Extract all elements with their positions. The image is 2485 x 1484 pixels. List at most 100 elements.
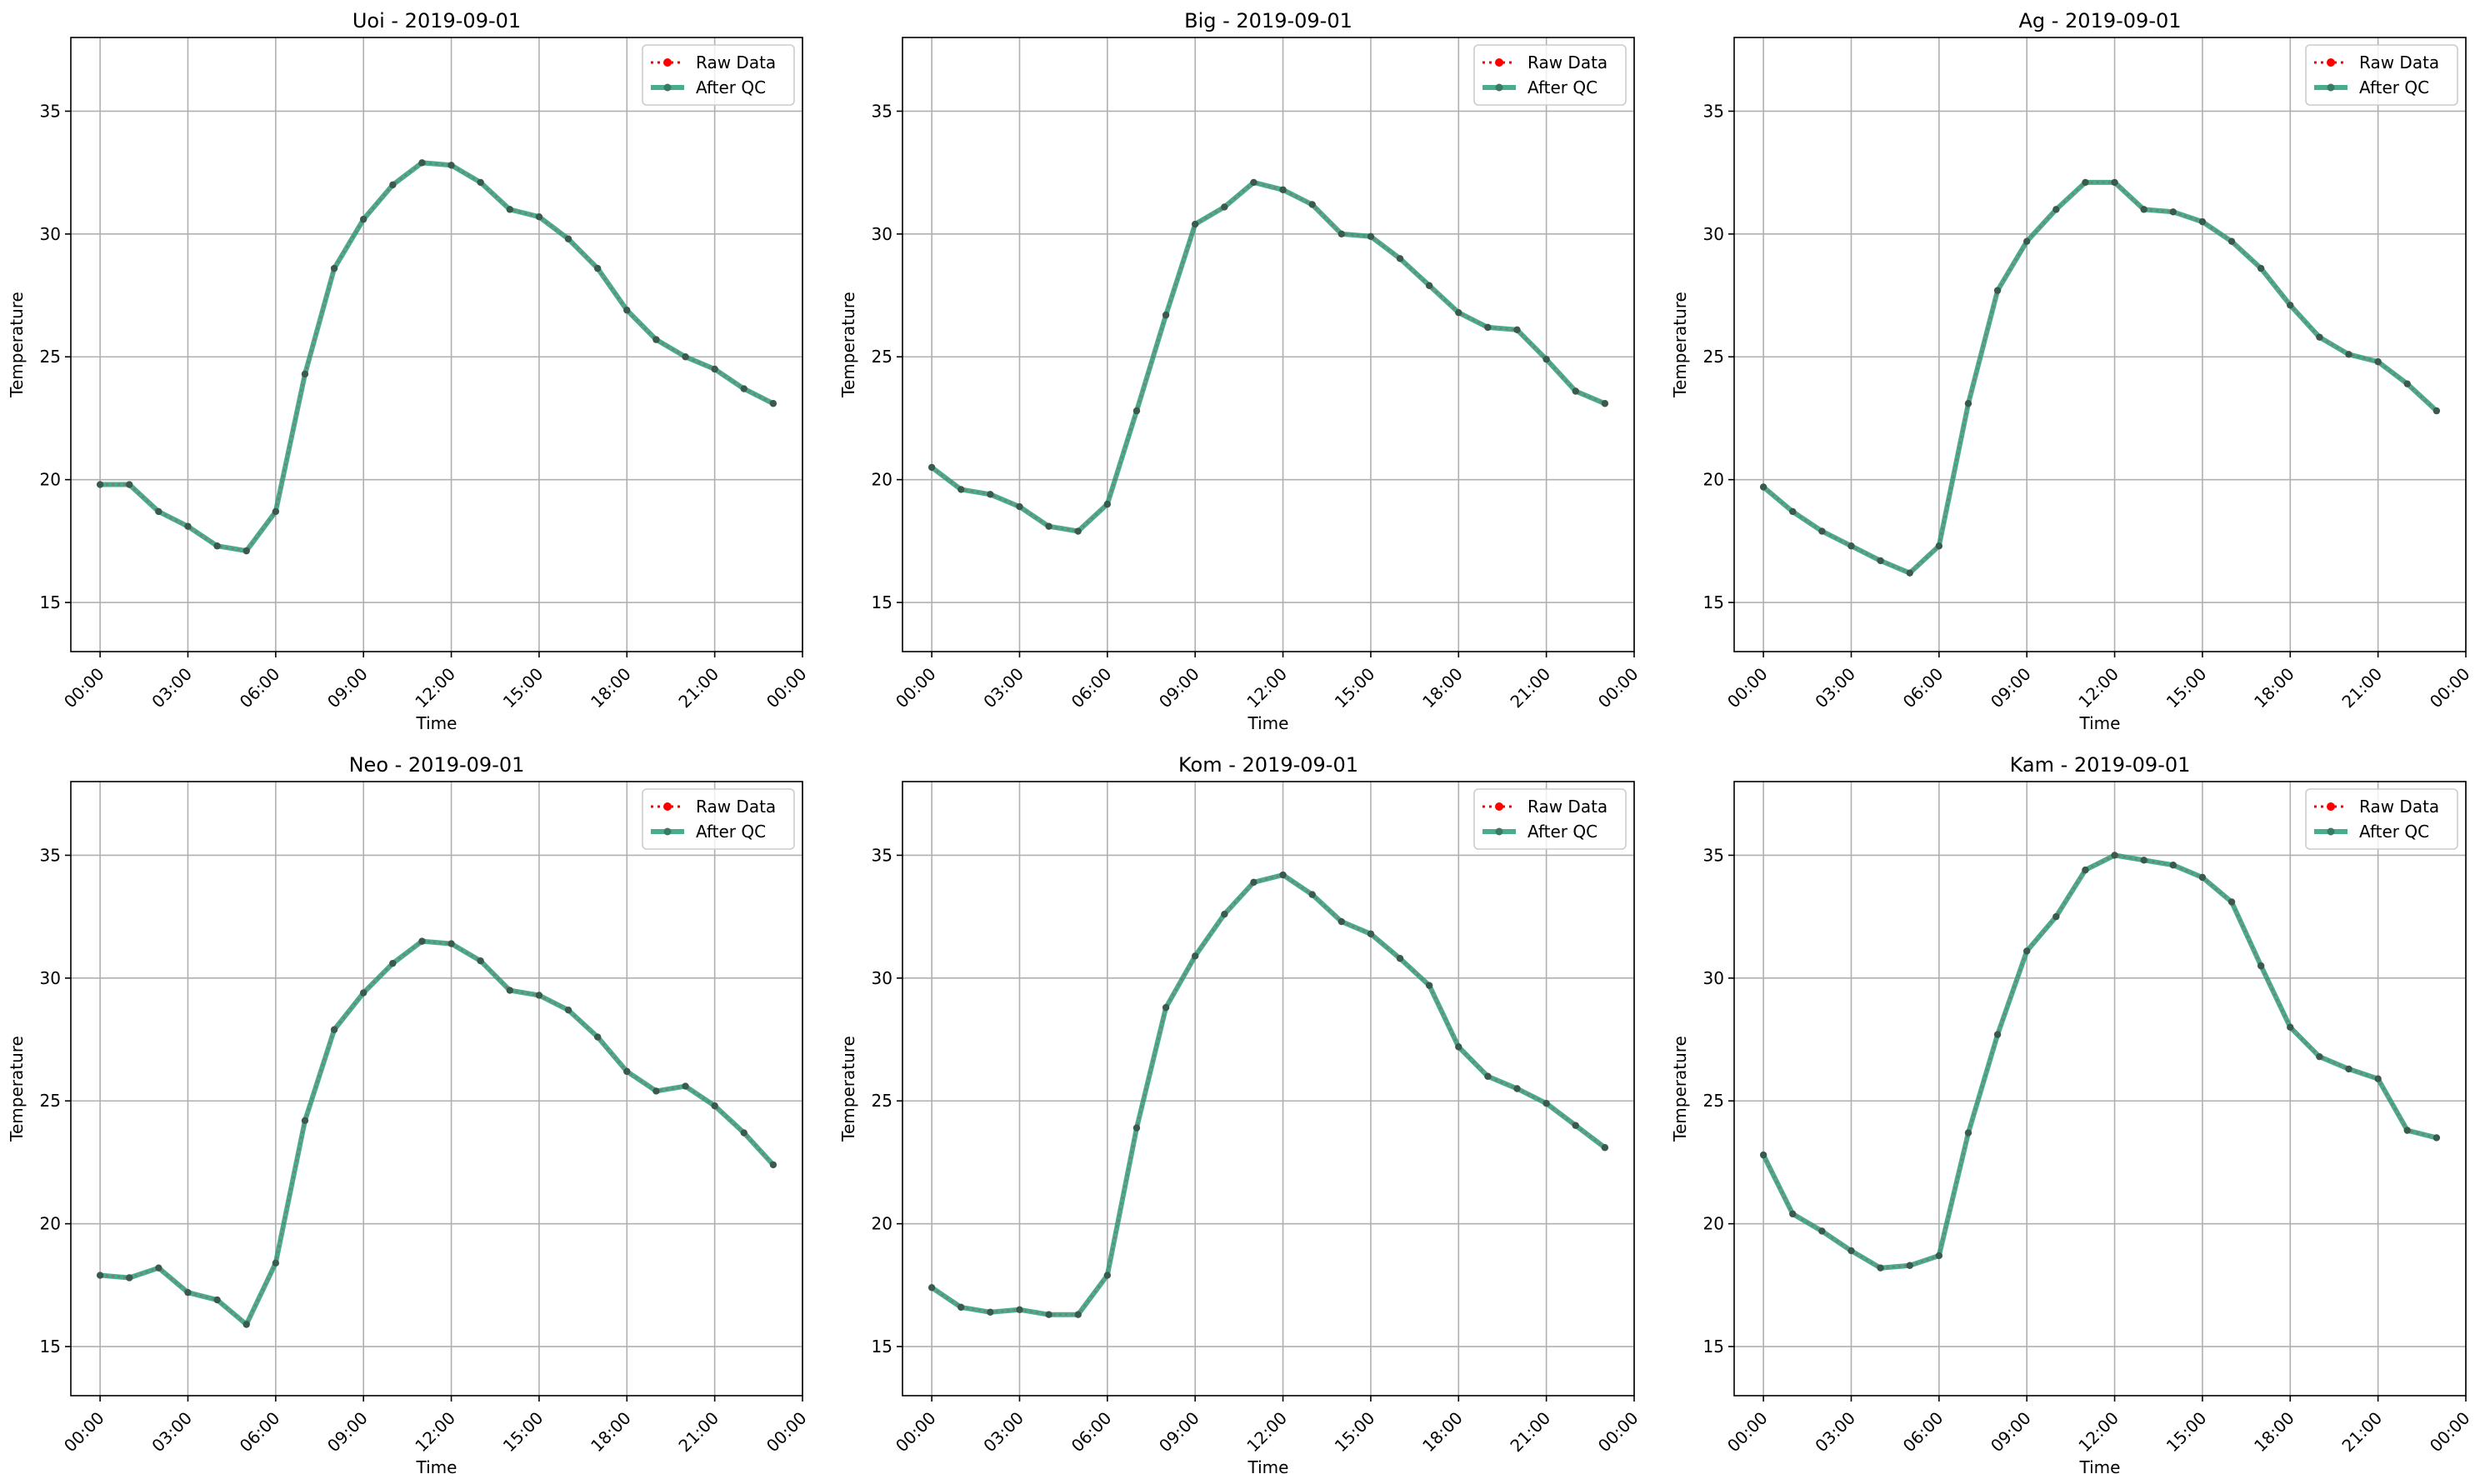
series-point-raw-data <box>2287 302 2294 309</box>
y-tick-label: 20 <box>872 1214 892 1234</box>
series-point-raw-data <box>155 507 162 516</box>
series-point-raw-data <box>711 365 718 373</box>
legend-marker-raw-data <box>2327 802 2335 811</box>
series-point-raw-data <box>1279 186 1287 193</box>
series-line-raw-data <box>1762 854 2438 1269</box>
series-point-raw-data <box>1045 522 1052 530</box>
series-point-raw-data <box>1848 542 1855 550</box>
series-point-raw-data <box>477 957 484 965</box>
y-tick-label: 15 <box>40 1337 61 1357</box>
legend: Raw Data After QC <box>1473 44 1627 106</box>
panel-title: Kom - 2019-09-01 <box>1178 753 1358 777</box>
x-tick-label: 15:00 <box>2162 664 2211 712</box>
series-point-raw-data <box>2432 407 2441 415</box>
y-axis-label: Temperature <box>1670 1036 1690 1142</box>
panel-title: Big - 2019-09-01 <box>1184 9 1352 32</box>
series-point-raw-data <box>1338 917 1346 926</box>
panel-title: Neo - 2019-09-01 <box>349 753 525 777</box>
series-point-raw-data <box>1935 542 1943 550</box>
series-point-raw-data <box>928 463 936 472</box>
series-point-raw-data <box>96 481 104 488</box>
series-point-raw-data <box>1601 400 1609 407</box>
series-point-raw-data <box>360 215 368 223</box>
series-point-raw-data <box>535 213 543 221</box>
series-point-raw-data <box>2228 237 2236 245</box>
axes-frame <box>70 781 803 1397</box>
series-point-raw-data <box>1045 1311 1052 1318</box>
x-axis-label: Time <box>1248 713 1289 733</box>
x-tick-label: 12:00 <box>411 1408 459 1457</box>
series-point-raw-data <box>1484 1072 1492 1080</box>
x-tick-label: 15:00 <box>499 664 548 712</box>
series-point-raw-data <box>652 336 660 343</box>
series-point-raw-data <box>740 1129 748 1137</box>
series-point-raw-data <box>448 940 455 947</box>
grid <box>1734 37 2467 652</box>
series-line-raw-data <box>1762 181 2438 575</box>
series-point-raw-data <box>1367 930 1375 937</box>
x-tick-label: 06:00 <box>1899 664 1948 712</box>
legend: Raw Data After QC <box>1473 788 1627 850</box>
y-tick-label: 30 <box>1703 224 1724 244</box>
y-tick-label: 30 <box>872 224 892 244</box>
series-point-raw-data <box>1877 557 1884 565</box>
legend-marker-after-qc <box>663 83 672 92</box>
y-axis-label: Temperature <box>7 1036 27 1142</box>
y-tick-label: 35 <box>1703 845 1724 865</box>
x-axis-label: Time <box>2079 713 2121 733</box>
legend-label-after-qc: After QC <box>696 822 766 842</box>
series-point-raw-data <box>1250 178 1258 187</box>
x-tick-label: 03:00 <box>148 664 196 712</box>
series-point-raw-data <box>2198 873 2207 882</box>
series-point-raw-data <box>1132 1124 1141 1132</box>
series-point-raw-data <box>2403 380 2411 387</box>
series-point-raw-data <box>1484 323 1492 332</box>
series-point-raw-data <box>958 1303 965 1312</box>
series-point-raw-data <box>448 162 455 169</box>
x-tick-label: 18:00 <box>587 664 635 712</box>
x-tick-label: 21:00 <box>2338 1408 2386 1457</box>
series-point-raw-data <box>360 989 368 997</box>
y-tick-label: 20 <box>40 1214 61 1234</box>
series-point-raw-data <box>1572 387 1579 395</box>
x-tick-label: 00:00 <box>892 664 940 712</box>
series-point-raw-data <box>593 264 602 272</box>
legend-label-after-qc: After QC <box>2359 822 2429 842</box>
legend-label-after-qc: After QC <box>1528 822 1598 842</box>
axes-frame <box>902 781 1635 1397</box>
x-tick-label: 21:00 <box>1506 1408 1554 1457</box>
legend-label-after-qc: After QC <box>2359 77 2429 97</box>
x-tick-label: 12:00 <box>411 664 459 712</box>
y-tick-label: 15 <box>1703 1337 1724 1357</box>
series-point-raw-data <box>2403 1127 2411 1134</box>
y-tick-label: 25 <box>872 347 892 367</box>
series-point-raw-data <box>272 1259 280 1267</box>
series-point-raw-data <box>1338 230 1346 238</box>
series-point-raw-data <box>96 1272 104 1279</box>
x-tick-label: 12:00 <box>2074 664 2122 712</box>
series-point-raw-data <box>1162 1004 1170 1012</box>
y-tick-label: 20 <box>40 470 61 490</box>
legend: Raw Data After QC <box>642 788 795 850</box>
x-tick-label: 03:00 <box>1811 1408 1859 1457</box>
series-point-raw-data <box>301 1117 309 1125</box>
x-tick-label: 15:00 <box>499 1408 548 1457</box>
panel-5: 00:00 03:00 06:00 09:00 12:00 15:00 18:00 21:00… <box>1670 753 2474 1477</box>
y-tick-label: 35 <box>872 845 892 865</box>
x-tick-label: 21:00 <box>1506 664 1554 712</box>
grid <box>1734 782 2467 1396</box>
series-point-raw-data <box>769 1161 778 1169</box>
x-tick-label: 00:00 <box>1723 1408 1772 1457</box>
series-point-raw-data <box>301 370 309 378</box>
x-tick-label: 00:00 <box>2426 664 2474 712</box>
series-point-raw-data <box>2316 1052 2323 1061</box>
y-tick-label: 25 <box>872 1091 892 1111</box>
x-tick-label: 09:00 <box>323 664 372 712</box>
y-tick-label: 25 <box>40 1091 61 1111</box>
series-point-raw-data <box>330 264 338 272</box>
y-tick-label: 15 <box>1703 592 1724 612</box>
x-tick-label: 03:00 <box>1811 664 1859 712</box>
series-point-raw-data <box>330 1026 338 1033</box>
x-tick-label: 06:00 <box>1068 664 1116 712</box>
